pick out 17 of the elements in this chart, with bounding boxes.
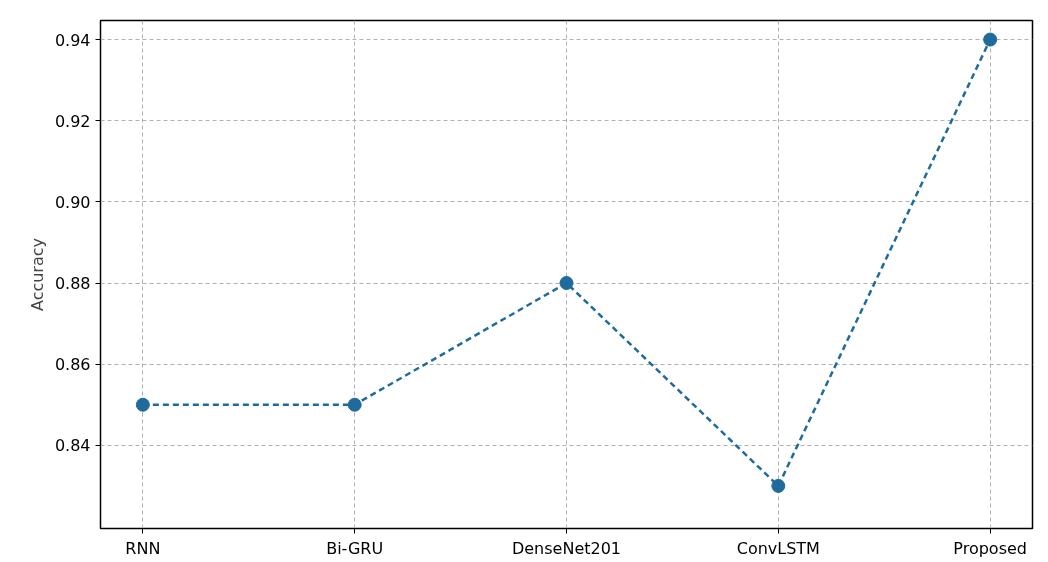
point: [135, 397, 150, 412]
y-tick-label: 0.92: [54, 111, 91, 131]
y-axis-title: Accuracy: [27, 237, 47, 312]
y-tick-label: 0.88: [54, 274, 91, 294]
x-tick-label: Bi-GRU: [326, 538, 384, 558]
x-tick-label: ConvLSTM: [736, 538, 820, 558]
y-tick-label: 0.94: [54, 30, 91, 50]
y-tick-label: 0.90: [54, 192, 91, 212]
x-tick-label: DenseNet201: [511, 538, 622, 558]
y-tick-label: 0.86: [54, 355, 91, 375]
y-tick-label: 0.84: [54, 436, 91, 456]
point: [559, 276, 574, 291]
x-tick-label: Proposed: [953, 538, 1027, 558]
point: [983, 32, 998, 47]
point: [347, 397, 362, 412]
point: [771, 478, 786, 493]
x-tick-label: RNN: [125, 538, 161, 558]
